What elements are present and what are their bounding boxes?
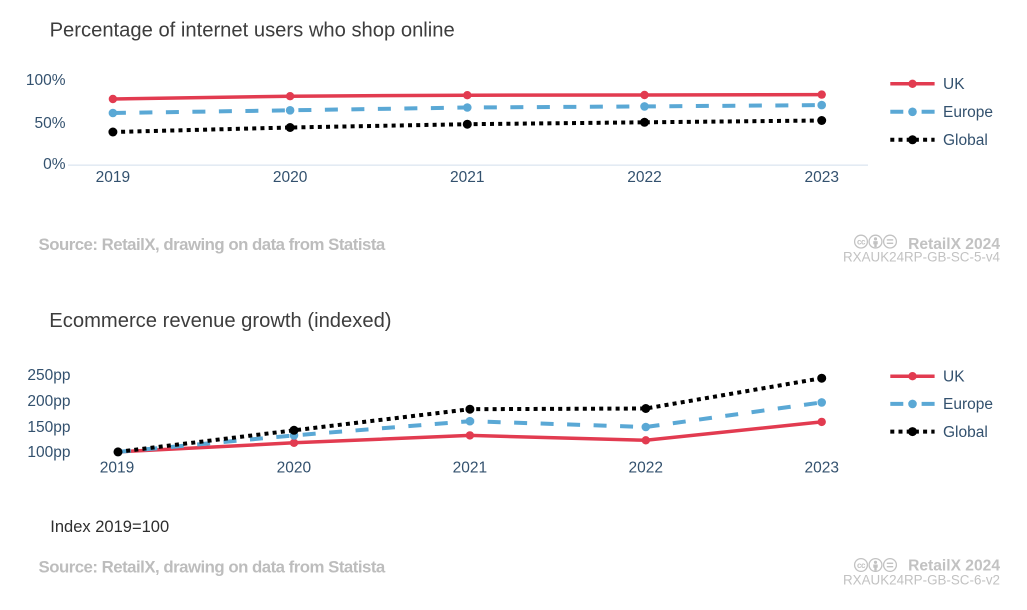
- svg-text:2021: 2021: [453, 460, 487, 477]
- svg-text:2022: 2022: [627, 169, 661, 186]
- svg-text:RetailX 2024: RetailX 2024: [908, 236, 1000, 253]
- svg-text:200pp: 200pp: [27, 393, 70, 410]
- svg-text:Global: Global: [943, 132, 988, 149]
- svg-text:2020: 2020: [273, 169, 308, 186]
- svg-text:Europe: Europe: [943, 104, 993, 121]
- svg-text:2019: 2019: [100, 460, 134, 477]
- svg-text:RXAUK24RP-GB-SC-5-v4: RXAUK24RP-GB-SC-5-v4: [843, 249, 1001, 264]
- svg-text:2020: 2020: [277, 460, 312, 477]
- svg-text:0%: 0%: [43, 156, 66, 173]
- svg-text:Index 2019=100: Index 2019=100: [50, 518, 169, 536]
- svg-text:UK: UK: [943, 76, 965, 93]
- svg-text:100pp: 100pp: [27, 444, 70, 461]
- svg-text:Source: RetailX, drawing on da: Source: RetailX, drawing on data from St…: [39, 557, 386, 576]
- svg-text:50%: 50%: [34, 115, 65, 132]
- svg-text:Ecommerce revenue growth (inde: Ecommerce revenue growth (indexed): [49, 310, 391, 332]
- svg-text:cc: cc: [857, 237, 866, 246]
- svg-text:RXAUK24RP-GB-SC-6-v2: RXAUK24RP-GB-SC-6-v2: [843, 573, 1000, 588]
- svg-text:Percentage of internet users w: Percentage of internet users who shop on…: [50, 19, 455, 41]
- svg-text:250pp: 250pp: [27, 367, 70, 384]
- svg-text:2019: 2019: [96, 169, 130, 186]
- svg-text:RetailX 2024: RetailX 2024: [908, 558, 1000, 575]
- svg-text:100%: 100%: [26, 72, 66, 89]
- svg-text:2022: 2022: [629, 460, 663, 477]
- svg-text:Global: Global: [943, 424, 988, 441]
- svg-text:Source: RetailX, drawing on da: Source: RetailX, drawing on data from St…: [39, 235, 386, 254]
- svg-text:2023: 2023: [804, 169, 838, 186]
- svg-text:2023: 2023: [804, 460, 838, 477]
- svg-text:2021: 2021: [450, 169, 484, 186]
- svg-text:UK: UK: [943, 369, 965, 386]
- svg-text:Europe: Europe: [943, 396, 993, 413]
- svg-text:cc: cc: [857, 561, 866, 570]
- svg-text:150pp: 150pp: [27, 419, 70, 436]
